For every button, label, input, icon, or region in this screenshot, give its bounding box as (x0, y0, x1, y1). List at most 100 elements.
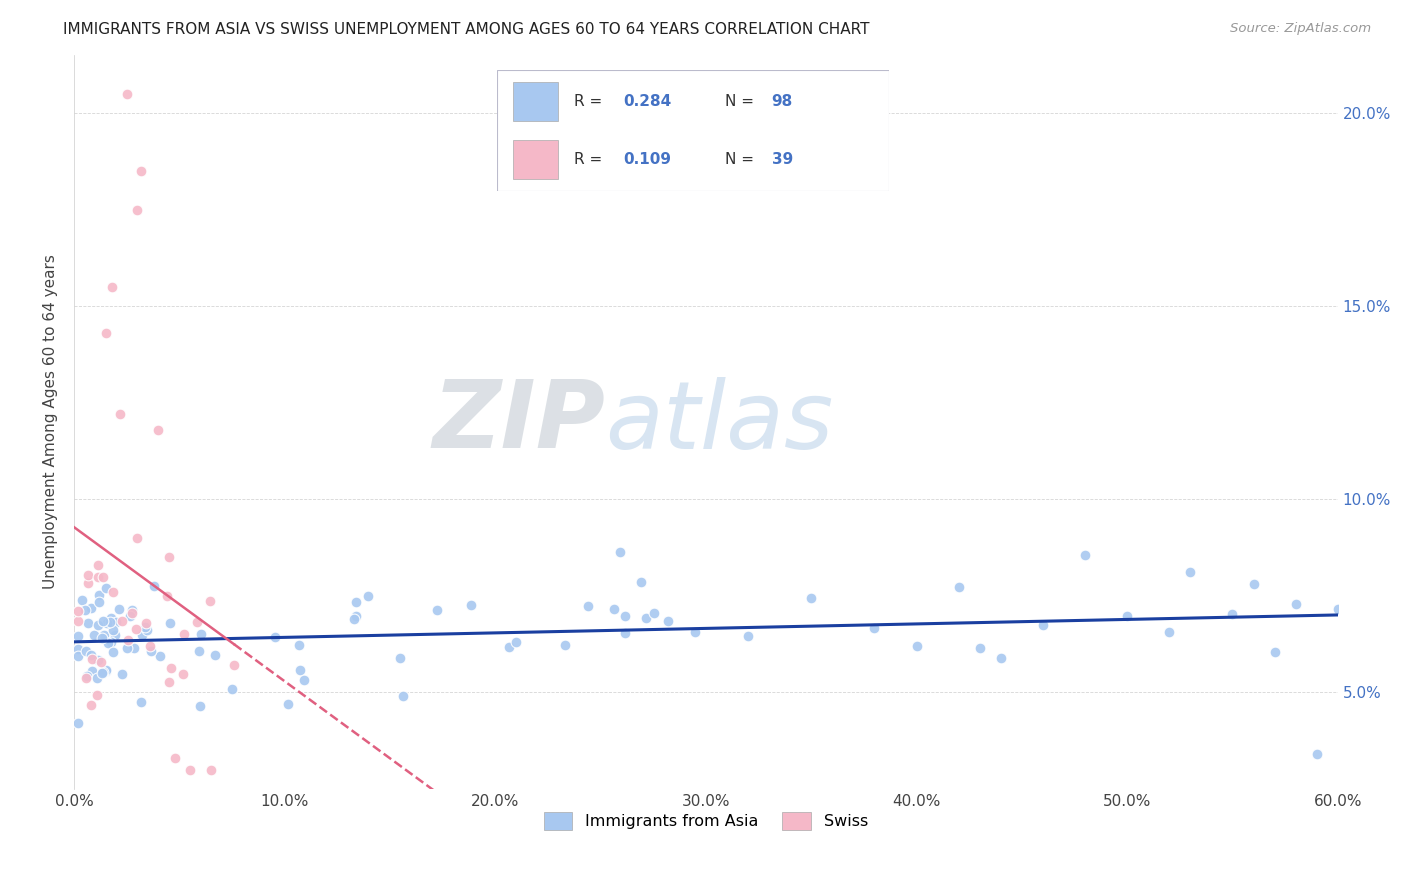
Point (86, 671, 108, 685)
Point (127, 531, 149, 545)
Point (94, 664, 117, 678)
Point (426, 603, 449, 617)
Point (67, 716, 90, 731)
Point (67, 648, 90, 663)
Point (129, 695, 152, 709)
Point (91, 570, 114, 584)
Point (122, 641, 145, 656)
Point (1222, 607, 1244, 621)
Point (614, 608, 637, 623)
Point (135, 616, 157, 631)
Point (131, 628, 153, 642)
Point (160, 660, 183, 674)
Point (1032, 617, 1054, 632)
Point (115, 640, 138, 655)
Point (67, 629, 90, 643)
Point (221, 682, 243, 697)
Point (1264, 645, 1286, 659)
Point (1180, 566, 1202, 580)
Point (142, 579, 165, 593)
Point (91, 665, 114, 680)
Point (643, 607, 665, 621)
Point (392, 689, 415, 703)
Point (149, 649, 172, 664)
Point (104, 628, 127, 642)
Point (630, 574, 652, 589)
Point (685, 625, 707, 640)
Point (614, 626, 637, 640)
Point (94, 581, 117, 595)
Point (277, 697, 299, 711)
Point (94, 326, 117, 341)
Text: Source: ZipAtlas.com: Source: ZipAtlas.com (1230, 22, 1371, 36)
Point (80, 665, 103, 679)
Point (76, 576, 98, 591)
Point (75, 671, 97, 685)
Point (148, 423, 170, 437)
Point (603, 602, 626, 616)
Point (86, 688, 108, 702)
Point (288, 638, 311, 652)
Point (172, 667, 194, 681)
Point (505, 635, 527, 649)
Point (98, 615, 121, 630)
Point (1159, 625, 1181, 640)
Point (111, 667, 134, 681)
Point (344, 608, 367, 623)
Point (101, 645, 124, 659)
Point (1116, 608, 1139, 623)
Point (288, 663, 311, 677)
Point (104, 615, 127, 629)
Point (87, 594, 110, 608)
Point (139, 640, 162, 654)
Point (89, 588, 111, 602)
Text: atlas: atlas (605, 376, 834, 467)
Point (87, 653, 110, 667)
Point (91, 614, 114, 628)
Point (131, 164, 153, 178)
Point (187, 644, 209, 658)
Point (91, 632, 114, 646)
Point (200, 594, 222, 608)
Point (200, 763, 222, 777)
Point (969, 641, 991, 656)
Point (554, 638, 576, 652)
Point (76, 669, 98, 683)
Point (800, 591, 823, 605)
Point (111, 614, 134, 628)
Point (120, 609, 142, 624)
Point (121, 603, 143, 617)
Point (77, 568, 100, 582)
Point (165, 751, 187, 765)
Point (609, 545, 631, 559)
Point (115, 87, 138, 101)
Point (93, 628, 115, 642)
Point (93, 665, 115, 679)
Point (87, 570, 110, 584)
Point (1243, 576, 1265, 591)
Point (634, 611, 657, 625)
Point (87, 618, 110, 632)
Point (100, 635, 122, 649)
Point (498, 640, 520, 655)
Point (1074, 548, 1097, 562)
Point (1305, 747, 1327, 761)
Point (90, 655, 112, 669)
Point (101, 623, 124, 637)
Point (948, 580, 970, 594)
Point (110, 407, 132, 421)
Legend: Immigrants from Asia, Swiss: Immigrants from Asia, Swiss (537, 805, 875, 836)
Text: ZIP: ZIP (432, 376, 605, 468)
Point (80, 648, 103, 662)
Point (80, 651, 103, 665)
Point (190, 698, 212, 713)
Point (357, 589, 380, 603)
Point (108, 601, 131, 615)
Point (157, 550, 180, 565)
Point (83, 628, 105, 642)
Point (157, 674, 180, 689)
Point (73, 603, 96, 617)
Point (1285, 597, 1308, 611)
Point (97, 636, 120, 650)
Text: IMMIGRANTS FROM ASIA VS SWISS UNEMPLOYMENT AMONG AGES 60 TO 64 YEARS CORRELATION: IMMIGRANTS FROM ASIA VS SWISS UNEMPLOYME… (63, 22, 870, 37)
